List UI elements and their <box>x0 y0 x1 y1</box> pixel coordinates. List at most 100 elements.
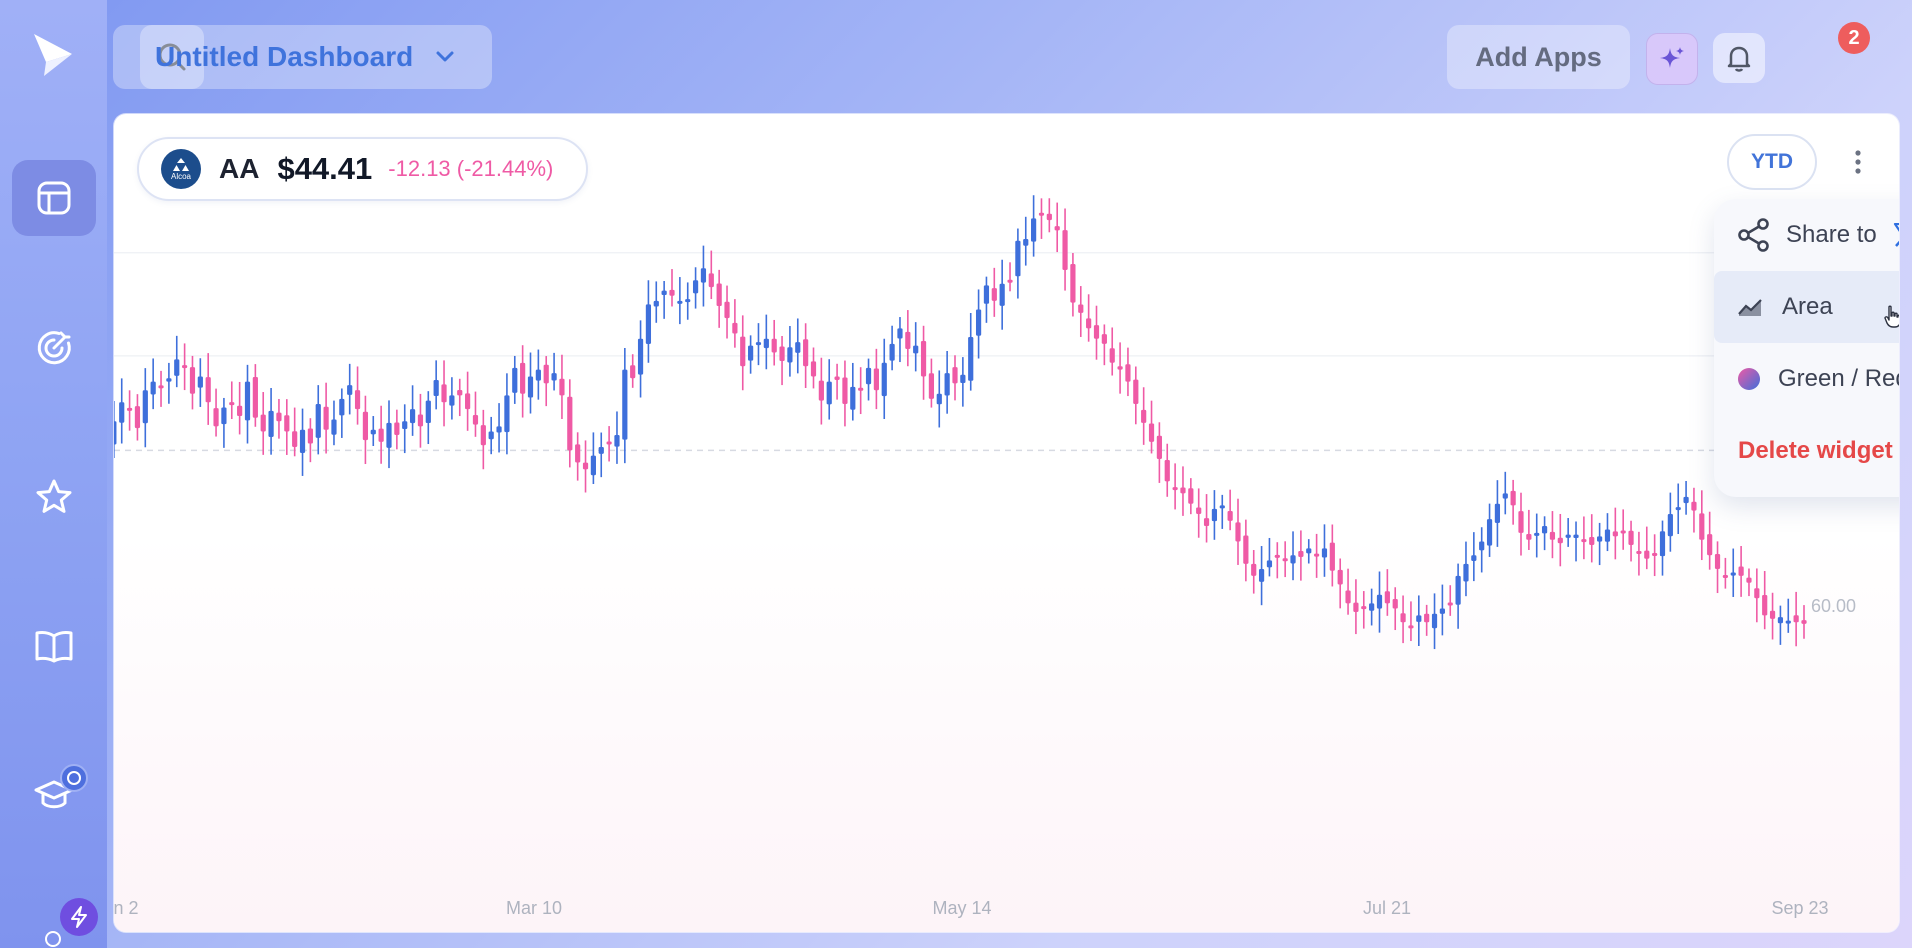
candle-body <box>795 342 801 353</box>
candle <box>771 319 777 366</box>
candle-body <box>1675 507 1681 511</box>
bolt-button[interactable] <box>60 898 98 936</box>
candle-body <box>284 415 290 432</box>
candle <box>1078 286 1084 337</box>
candle-body <box>637 338 644 375</box>
x-axis-label: Mar 10 <box>505 898 563 918</box>
candle-body <box>362 411 369 441</box>
candle-body <box>999 283 1005 306</box>
candle <box>1659 520 1666 576</box>
candle <box>1031 195 1037 257</box>
company-logo-text: Alcoa <box>170 172 191 181</box>
candle <box>1738 546 1744 597</box>
candle <box>150 358 156 410</box>
candle-body <box>1691 501 1697 511</box>
delete-widget-item[interactable]: Delete widget <box>1714 415 1899 487</box>
color-scheme-item[interactable]: Green / Red <box>1714 343 1899 415</box>
candle-body <box>1392 599 1398 609</box>
candle <box>496 403 502 453</box>
add-apps-button[interactable]: Add Apps <box>1447 25 1630 89</box>
candle <box>527 352 534 414</box>
candle <box>551 352 557 391</box>
app-logo-icon[interactable] <box>30 32 74 83</box>
ticker-summary[interactable]: Alcoa AA $44.41 -12.13 (-21.44%) <box>137 137 588 201</box>
candle-body <box>685 299 691 303</box>
candle-body <box>614 434 620 447</box>
candle-body <box>1086 318 1092 329</box>
candle <box>315 385 321 455</box>
share-to-x-item[interactable]: Share to <box>1714 199 1899 271</box>
candle-body <box>842 377 848 404</box>
candle <box>1416 595 1422 646</box>
sidebar-item-favorites[interactable] <box>12 459 96 535</box>
candle-body <box>543 364 549 384</box>
area-label: Area <box>1782 293 1833 320</box>
candle <box>1455 563 1461 629</box>
candle-body <box>1062 230 1068 270</box>
candle-body <box>496 426 502 433</box>
candle-body <box>465 393 471 410</box>
candle <box>134 394 141 441</box>
candle-body <box>826 381 832 405</box>
sidebar-item-tracker[interactable] <box>12 310 96 386</box>
candle-body <box>244 381 251 421</box>
candle-body <box>409 409 416 424</box>
candle <box>166 362 172 404</box>
academy-indicator-badge <box>60 764 88 792</box>
search-button[interactable] <box>140 25 204 89</box>
candle <box>543 356 549 407</box>
candle-body <box>1510 490 1516 506</box>
candle <box>637 320 644 398</box>
candle <box>1329 524 1335 587</box>
candle-body <box>1227 511 1233 521</box>
candle-body <box>1714 553 1721 569</box>
candle <box>1361 591 1367 629</box>
dashboard-selector[interactable]: Untitled Dashboard <box>113 25 492 89</box>
candle <box>1785 598 1791 633</box>
candle <box>1565 518 1571 547</box>
candle-body <box>520 362 526 394</box>
candle-body <box>692 280 699 294</box>
candle <box>114 401 117 459</box>
pointer-cursor-icon <box>1884 305 1899 328</box>
widget-menu-button[interactable] <box>1846 146 1870 178</box>
candle-body <box>394 422 400 435</box>
candle <box>889 325 895 371</box>
candle <box>1109 327 1115 376</box>
candle-body <box>307 428 313 444</box>
candle-body <box>417 414 424 427</box>
candle-body <box>622 369 628 440</box>
candle <box>1722 557 1728 589</box>
candle-body <box>803 339 809 367</box>
candle <box>1243 519 1249 582</box>
candle <box>968 312 974 391</box>
candle <box>630 354 636 388</box>
candle <box>622 347 628 464</box>
candle <box>810 347 817 389</box>
price-axis-label: 60.00 <box>1811 596 1857 616</box>
candle-body <box>213 408 219 427</box>
candle-body <box>1431 613 1438 629</box>
area-chart-item[interactable]: Area <box>1714 271 1899 343</box>
candle-body <box>598 446 604 454</box>
candle-body <box>323 406 329 430</box>
ticker-change: -12.13 (-21.44%) <box>388 156 554 181</box>
candle-body <box>229 402 235 406</box>
range-selector-button[interactable]: YTD <box>1727 134 1817 190</box>
sidebar-item-learn[interactable] <box>12 608 96 684</box>
candle-body <box>1109 348 1115 363</box>
candle-body <box>983 285 990 304</box>
candle <box>1400 595 1406 644</box>
candle <box>1086 294 1092 342</box>
candle-body <box>1754 588 1760 599</box>
ai-assistant-button[interactable] <box>1646 33 1698 85</box>
candle-body <box>331 419 337 435</box>
sidebar-item-dashboards[interactable] <box>12 160 96 236</box>
notifications-button[interactable] <box>1713 33 1765 83</box>
candle-body <box>575 444 581 463</box>
candle-body <box>488 431 494 440</box>
chart-background <box>114 534 1899 932</box>
candle-body <box>606 441 612 445</box>
candle <box>307 418 313 463</box>
candle <box>1093 305 1100 360</box>
